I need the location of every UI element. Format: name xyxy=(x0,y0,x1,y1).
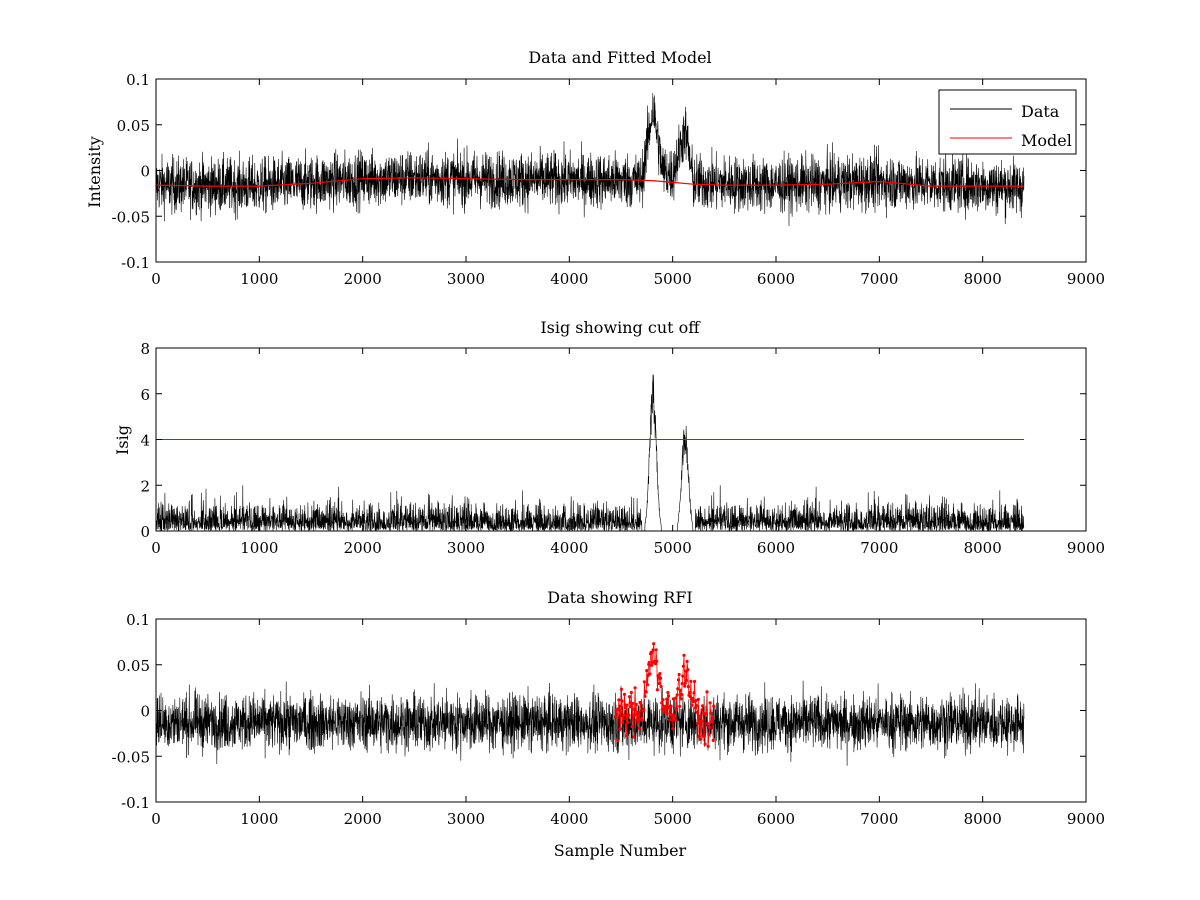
panel3-plot-area xyxy=(155,642,1025,766)
y-tick-label: 4 xyxy=(140,432,150,450)
x-tick-label: 9000 xyxy=(1067,810,1105,828)
y-tick-label: -0.1 xyxy=(121,794,150,812)
panel-data-and-model: Data and Fitted Model Intensity 0 1000 200… xyxy=(85,48,1105,288)
x-tick-label: 2000 xyxy=(344,270,382,288)
y-tick-label: 2 xyxy=(140,477,150,495)
rfi-point xyxy=(614,715,618,719)
x-tick-label: 8000 xyxy=(964,539,1002,557)
y-tick-label: 0.05 xyxy=(117,657,150,675)
series-isig-line xyxy=(155,374,1025,532)
x-tick-label: 2000 xyxy=(344,539,382,557)
x-tick-label: 2000 xyxy=(344,810,382,828)
x-tick-label: 8000 xyxy=(964,810,1002,828)
panel-data-rfi: Data showing RFI 0 1000 2000 3000 4000 5000 60… xyxy=(112,588,1106,860)
panel1-title: Data and Fitted Model xyxy=(528,48,711,67)
x-tick-label: 6000 xyxy=(757,270,795,288)
y-tick-label: -0.1 xyxy=(121,254,150,272)
panel2-ticks: 0 1000 2000 3000 4000 5000 6000 7000 8000 9000 0 2 4… xyxy=(140,340,1105,557)
y-tick-label: 0.1 xyxy=(126,71,150,89)
x-tick-label: 0 xyxy=(151,539,161,557)
x-tick-label: 3000 xyxy=(447,270,485,288)
x-tick-label: 5000 xyxy=(654,810,692,828)
x-tick-label: 4000 xyxy=(550,270,588,288)
series-data-line xyxy=(155,680,1025,766)
panel1-plot-area xyxy=(155,93,1025,227)
panel2-ylabel: Isig xyxy=(113,425,132,455)
x-tick-label: 3000 xyxy=(447,539,485,557)
x-tick-label: 5000 xyxy=(654,539,692,557)
panel2-title: Isig showing cut off xyxy=(540,318,701,337)
x-tick-label: 8000 xyxy=(964,270,1002,288)
x-tick-label: 0 xyxy=(151,810,161,828)
series-rfi-line xyxy=(615,643,715,747)
x-tick-label: 5000 xyxy=(654,270,692,288)
y-tick-label: -0.05 xyxy=(112,208,150,226)
panel3-xlabel: Sample Number xyxy=(554,841,687,860)
legend-model-label: Model xyxy=(1021,131,1072,150)
y-tick-label: 0.1 xyxy=(126,611,150,629)
x-tick-label: 1000 xyxy=(240,810,278,828)
y-tick-label: 6 xyxy=(140,386,150,404)
y-tick-label: 0.05 xyxy=(117,117,150,135)
x-tick-label: 9000 xyxy=(1067,539,1105,557)
panel1-ticks: 0 1000 2000 3000 4000 5000 6000 7000 8000 9000 -0.… xyxy=(112,71,1106,288)
y-tick-label: 8 xyxy=(140,340,150,358)
x-tick-label: 7000 xyxy=(860,539,898,557)
y-tick-label: 0 xyxy=(140,703,150,721)
x-tick-label: 7000 xyxy=(860,810,898,828)
panel3-title: Data showing RFI xyxy=(547,588,692,607)
x-tick-label: 7000 xyxy=(860,270,898,288)
series-data-line xyxy=(155,93,1025,227)
legend-box xyxy=(938,89,1077,155)
x-tick-label: 6000 xyxy=(757,539,795,557)
x-tick-label: 1000 xyxy=(240,539,278,557)
x-tick-label: 6000 xyxy=(757,810,795,828)
panel1-legend: Data Model xyxy=(938,89,1077,155)
legend-data-label: Data xyxy=(1021,102,1060,121)
panel-isig-cutoff: Isig showing cut off Isig 0 1000 2000 3000 4… xyxy=(113,318,1105,557)
x-tick-label: 0 xyxy=(151,270,161,288)
panel2-plot-area xyxy=(155,374,1025,532)
x-tick-label: 1000 xyxy=(240,270,278,288)
y-tick-label: 0 xyxy=(140,523,150,541)
panel3-ticks: 0 1000 2000 3000 4000 5000 6000 7000 8000 9000 -0.… xyxy=(112,611,1106,828)
series-model-line xyxy=(155,177,1024,187)
x-tick-label: 4000 xyxy=(550,810,588,828)
y-tick-label: -0.05 xyxy=(112,748,150,766)
x-tick-label: 9000 xyxy=(1067,270,1105,288)
rfi-point xyxy=(712,704,716,708)
x-tick-label: 4000 xyxy=(550,539,588,557)
x-tick-label: 3000 xyxy=(447,810,485,828)
panel1-ylabel: Intensity xyxy=(85,136,104,208)
y-tick-label: 0 xyxy=(140,163,150,181)
